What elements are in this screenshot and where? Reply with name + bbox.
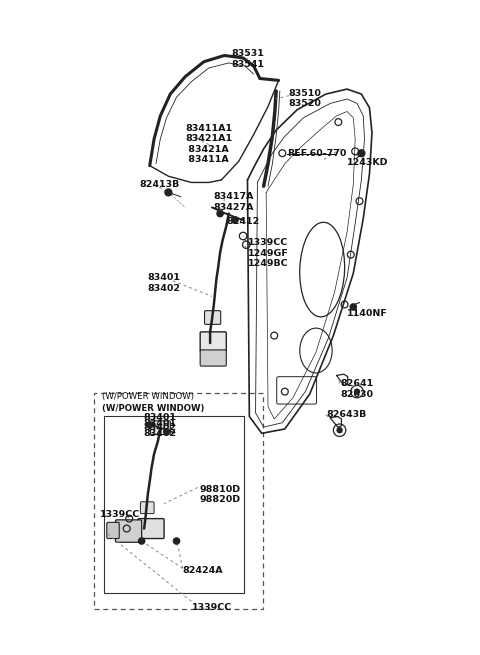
Text: 98810D
98820D: 98810D 98820D bbox=[200, 485, 240, 504]
Text: 1243KD: 1243KD bbox=[347, 158, 389, 166]
Bar bbox=[104, 416, 244, 593]
Circle shape bbox=[355, 389, 360, 394]
Text: 82643B: 82643B bbox=[326, 410, 366, 419]
FancyBboxPatch shape bbox=[141, 502, 154, 514]
Text: 82412: 82412 bbox=[226, 217, 260, 227]
Text: 82424A: 82424A bbox=[183, 566, 223, 575]
Circle shape bbox=[350, 304, 357, 310]
Text: 83510
83520: 83510 83520 bbox=[288, 89, 322, 109]
Text: 82641
82630: 82641 82630 bbox=[341, 379, 374, 398]
Circle shape bbox=[139, 538, 145, 544]
Text: 83411A1
83421A1
 83421A
 83411A: 83411A1 83421A1 83421A 83411A bbox=[185, 124, 232, 164]
Circle shape bbox=[173, 538, 180, 544]
Circle shape bbox=[358, 150, 365, 157]
Circle shape bbox=[165, 189, 172, 196]
FancyBboxPatch shape bbox=[150, 421, 170, 434]
FancyBboxPatch shape bbox=[116, 520, 142, 542]
Text: (W/POWER WINDOW): (W/POWER WINDOW) bbox=[102, 404, 204, 413]
Text: (W/POWER WINDOW): (W/POWER WINDOW) bbox=[102, 392, 194, 401]
Text: REF.60-770: REF.60-770 bbox=[287, 149, 346, 158]
Circle shape bbox=[232, 217, 238, 223]
Text: 82413B: 82413B bbox=[139, 180, 180, 189]
FancyBboxPatch shape bbox=[200, 350, 226, 366]
FancyBboxPatch shape bbox=[200, 332, 226, 352]
Circle shape bbox=[147, 422, 153, 428]
Text: 83417A
83427A: 83417A 83427A bbox=[214, 193, 254, 212]
FancyBboxPatch shape bbox=[107, 522, 119, 538]
FancyBboxPatch shape bbox=[204, 310, 221, 324]
FancyBboxPatch shape bbox=[138, 519, 164, 538]
Circle shape bbox=[217, 210, 223, 217]
Text: 83401
83402: 83401 83402 bbox=[144, 419, 177, 438]
Circle shape bbox=[164, 428, 169, 434]
Text: 1339CC: 1339CC bbox=[100, 510, 140, 519]
Text: 1140NF: 1140NF bbox=[347, 309, 388, 318]
Text: 1339CC: 1339CC bbox=[192, 603, 232, 612]
Text: 83531
83541: 83531 83541 bbox=[231, 49, 264, 69]
Text: 1339CC
1249GF
1249BC: 1339CC 1249GF 1249BC bbox=[248, 238, 288, 269]
Text: 83401
83402: 83401 83402 bbox=[144, 413, 177, 432]
Text: 83401
83402: 83401 83402 bbox=[148, 273, 181, 293]
Circle shape bbox=[337, 428, 342, 433]
Bar bbox=[94, 393, 263, 610]
